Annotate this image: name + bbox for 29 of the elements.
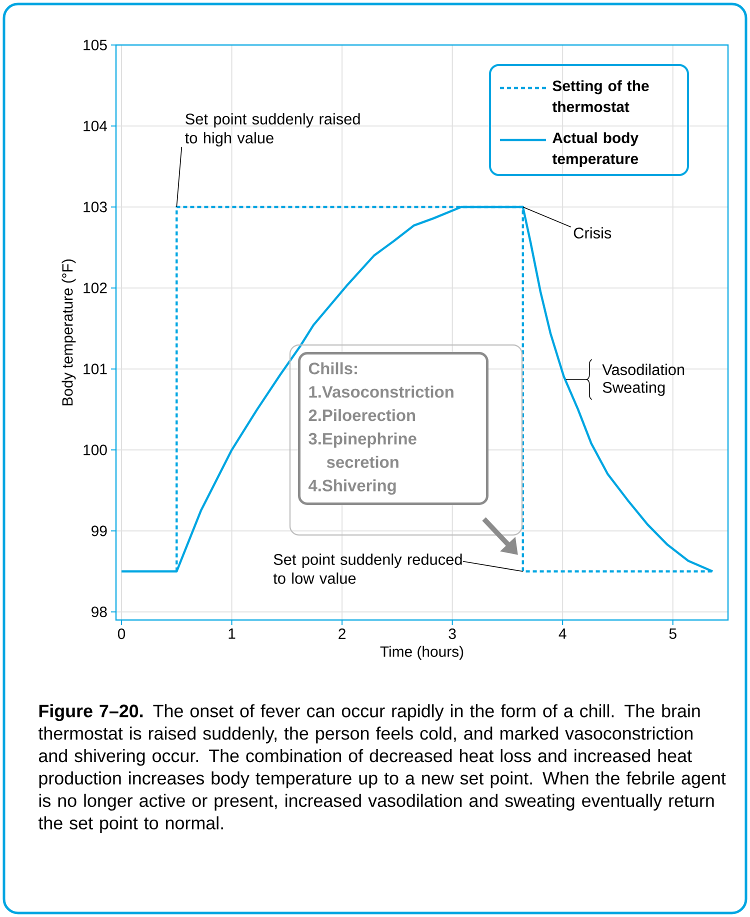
x-axis-title: Time (hours)	[380, 646, 464, 660]
annotation: Set point suddenly raised to high value	[185, 113, 360, 146]
x-tick-label: 1	[228, 628, 236, 639]
text: Figure 7–20. The onset of fever can occur rapidly in the form of a chill. The brain thermostat is raised suddenly, the person feels cold, and marked vasoconstriction and shivering occur. The combination of decreased heat loss and increased heat production increases body temperature up to a new set point. When the febrile agent is no longer active or present, increased vasodilation and sweating eventually return the set point to normal.	[38, 704, 726, 833]
annotation: Sweating	[602, 382, 665, 396]
x-tick-label: 3	[448, 628, 456, 640]
y-axis-title: Body temperature (°F)	[62, 259, 76, 406]
y-tick-label: 100	[84, 444, 107, 456]
annotation: 2.Piloerection	[308, 409, 416, 422]
legend-label: Actual body temperature	[552, 132, 638, 168]
annotation: 4.Shivering	[308, 479, 396, 495]
x-tick-label: 5	[669, 628, 676, 639]
y-tick-label: 99	[92, 526, 107, 536]
annotation: 3.Epinephrine secretion	[308, 432, 416, 468]
annotation: Vasodilation	[602, 364, 684, 376]
legend-label: Setting of the thermostat	[552, 80, 649, 112]
y-tick-label: 102	[84, 282, 107, 294]
x-tick-label: 4	[558, 628, 566, 639]
annotation: Crisis	[574, 227, 612, 239]
x-tick-label: 0	[118, 628, 126, 640]
y-tick-label: 101	[84, 364, 107, 374]
annotation: Chills:	[308, 362, 357, 374]
y-tick-label: 104	[84, 120, 108, 132]
y-tick-label: 105	[84, 40, 107, 50]
x-tick-label: 2	[338, 628, 346, 639]
y-tick-label: 98	[92, 606, 107, 618]
y-tick-label: 103	[84, 202, 107, 212]
annotation: Set point suddenly reduced to low value	[273, 554, 462, 584]
annotation: 1.Vasoconstriction	[309, 386, 454, 398]
